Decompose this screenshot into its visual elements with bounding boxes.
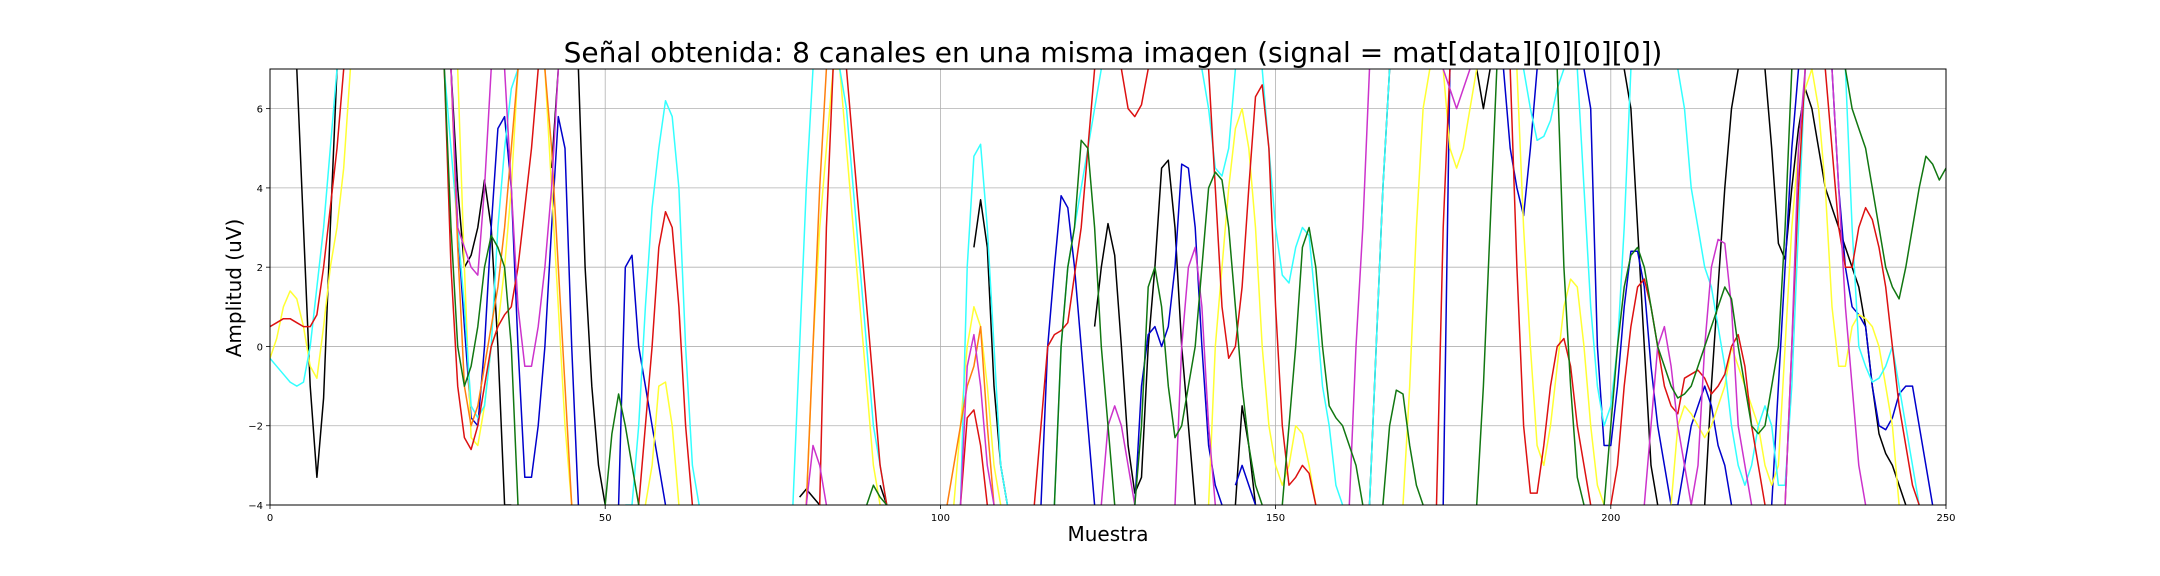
series-line-5 (443, 69, 539, 451)
x-tick-label: 0 (267, 513, 273, 524)
series-line-7 (1174, 246, 1217, 505)
x-tick-label: 100 (931, 513, 950, 524)
y-tick-label: −2 (248, 422, 263, 433)
series-line-2 (450, 69, 580, 505)
series-line-6 (544, 69, 573, 505)
series-line-6 (805, 69, 828, 505)
series-line-2 (1831, 69, 1934, 505)
series-line-7 (1643, 238, 1753, 505)
series-line-8 (865, 484, 888, 505)
x-tick-label: 250 (1936, 513, 1955, 524)
series-line-3 (1516, 69, 1605, 505)
series-line-3 (1402, 69, 1431, 505)
series-line-4 (625, 99, 700, 505)
series-line-8 (1281, 226, 1364, 505)
grid (269, 69, 1947, 506)
series-line-5 (1435, 69, 1451, 505)
series-line-2 (1134, 163, 1223, 505)
series-line-3 (270, 69, 352, 379)
series-line-5 (845, 69, 888, 505)
series-line-7 (1784, 69, 1806, 505)
series-line-8 (604, 393, 640, 505)
series-line-2 (1502, 69, 1538, 217)
series-line-5 (1033, 69, 1096, 505)
tick-group: 0 50 100 150 200 250 −4 −2 0 2 4 6 (248, 105, 1955, 524)
series-group (270, 69, 1946, 505)
series-line-8 (1844, 69, 1946, 300)
series-line-5 (818, 69, 834, 505)
x-tick-label: 150 (1266, 513, 1285, 524)
y-tick-label: 4 (257, 184, 263, 195)
series-line-5 (270, 69, 345, 328)
series-line-7 (1100, 405, 1136, 505)
series-line-7 (450, 69, 492, 276)
series-line-7 (1831, 69, 1867, 505)
series-line-4 (792, 69, 814, 505)
series-line-1 (799, 488, 821, 505)
series-line-1 (1475, 69, 1491, 110)
series-line-1 (577, 69, 606, 505)
series-line-1 (1703, 69, 1739, 505)
x-tick-label: 200 (1601, 513, 1620, 524)
series-line-1 (1623, 69, 1659, 505)
series-line-4 (1368, 69, 1391, 505)
x-axis-title: Muestra (1068, 522, 1149, 546)
series-line-1 (1234, 405, 1257, 505)
series-line-2 (1040, 195, 1096, 505)
y-tick-label: 2 (257, 263, 263, 274)
series-line-1 (450, 69, 512, 505)
plot-frame (269, 68, 1947, 506)
series-line-5 (1824, 69, 1920, 505)
series-line-1 (296, 69, 338, 479)
series-line-3 (544, 69, 573, 505)
series-line-7 (959, 333, 995, 505)
series-line-5 (1610, 278, 1766, 505)
series-line-4 (1201, 69, 1237, 177)
series-line-5 (1509, 69, 1592, 505)
series-line-1 (1093, 159, 1196, 505)
series-line-6 (946, 325, 995, 505)
series-line-4 (1261, 69, 1344, 505)
series-line-4 (1844, 69, 1920, 505)
series-line-3 (644, 381, 680, 505)
y-axis-title: Amplitud (uV) (222, 219, 246, 358)
series-line-5 (959, 409, 989, 505)
y-tick-label: −4 (248, 501, 263, 512)
x-tick-label: 50 (599, 513, 612, 524)
series-line-3 (1670, 69, 1900, 505)
series-line-2 (1770, 69, 1800, 505)
series-line-1 (1764, 69, 1907, 505)
series-line-7 (805, 444, 828, 505)
series-line-4 (1053, 69, 1103, 505)
series-line-2 (1234, 464, 1257, 505)
series-line-3 (1442, 69, 1478, 169)
series-line-8 (1475, 69, 1498, 505)
chart-title: Señal obtenida: 8 canales en una misma i… (564, 36, 1663, 69)
series-line-6 (450, 69, 519, 427)
series-line-5 (1207, 69, 1317, 505)
series-line-4 (1677, 69, 1806, 486)
series-line-4 (270, 69, 338, 387)
series-line-7 (1348, 69, 1371, 505)
series-line-8 (1603, 69, 1793, 505)
series-line-8 (1134, 171, 1263, 505)
series-line-8 (1053, 139, 1116, 505)
series-line-5 (1120, 69, 1149, 118)
series-line-4 (1576, 69, 1632, 427)
series-line-3 (953, 306, 1002, 505)
series-line-5 (637, 210, 694, 505)
series-line-3 (805, 69, 881, 505)
y-tick-label: 0 (257, 342, 263, 353)
series-line-4 (839, 69, 888, 505)
series-line-7 (503, 69, 560, 368)
series-line-4 (959, 143, 1009, 505)
series-line-8 (1382, 389, 1424, 505)
series-line-8 (1556, 69, 1585, 505)
series-line-7 (1442, 69, 1471, 110)
y-tick-label: 6 (257, 105, 263, 116)
series-line-8 (443, 69, 519, 505)
